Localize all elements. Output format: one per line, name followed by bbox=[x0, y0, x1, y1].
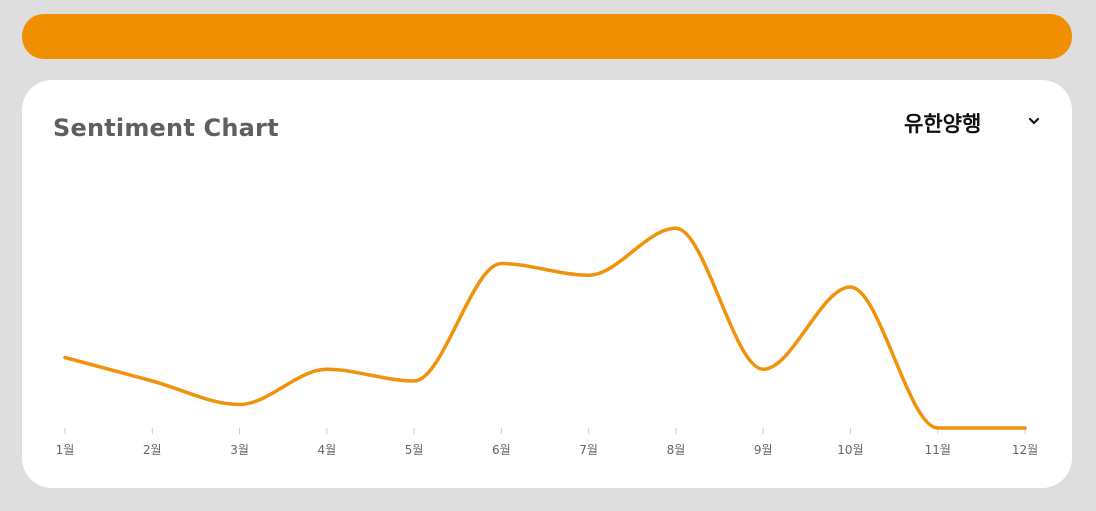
data-point[interactable] bbox=[147, 376, 157, 386]
x-tick-label: 2월 bbox=[143, 443, 162, 457]
data-point[interactable] bbox=[671, 223, 681, 233]
data-point[interactable] bbox=[933, 423, 943, 433]
x-tick-label: 8월 bbox=[667, 443, 686, 457]
sentiment-chart-card: Sentiment Chart 유한양행 1월 2월 3월 4월 5월 6월 7월 8월 9월 1… bbox=[22, 80, 1072, 488]
x-tick-label: 10월 bbox=[837, 443, 863, 457]
company-select[interactable]: 유한양행 bbox=[902, 108, 1052, 138]
data-point[interactable] bbox=[60, 353, 70, 363]
data-point[interactable] bbox=[409, 376, 419, 386]
data-point[interactable] bbox=[584, 270, 594, 280]
x-tick-label: 7월 bbox=[579, 443, 598, 457]
x-tick-label: 12월 bbox=[1012, 443, 1038, 457]
chart-title: Sentiment Chart bbox=[53, 114, 279, 142]
sentiment-series-line bbox=[63, 226, 1027, 430]
data-point[interactable] bbox=[845, 282, 855, 292]
chevron-down-icon bbox=[1028, 117, 1040, 125]
x-tick-label: 4월 bbox=[317, 443, 336, 457]
x-tick-label: 1월 bbox=[56, 443, 75, 457]
data-point[interactable] bbox=[758, 364, 768, 374]
sentiment-line-chart: 1월 2월 3월 4월 5월 6월 7월 8월 9월 10월 11월 12월 bbox=[56, 223, 1038, 457]
data-point[interactable] bbox=[322, 364, 332, 374]
x-tick-label: 11월 bbox=[925, 443, 951, 457]
x-tick-label: 3월 bbox=[230, 443, 249, 457]
x-tick-label: 9월 bbox=[754, 443, 773, 457]
data-point[interactable] bbox=[1020, 423, 1030, 433]
company-select-value: 유한양행 bbox=[904, 112, 982, 136]
data-point[interactable] bbox=[235, 400, 245, 410]
x-tick-label: 6월 bbox=[492, 443, 511, 457]
data-point[interactable] bbox=[496, 259, 506, 269]
x-tick-label: 5월 bbox=[405, 443, 424, 457]
top-banner bbox=[22, 14, 1072, 59]
